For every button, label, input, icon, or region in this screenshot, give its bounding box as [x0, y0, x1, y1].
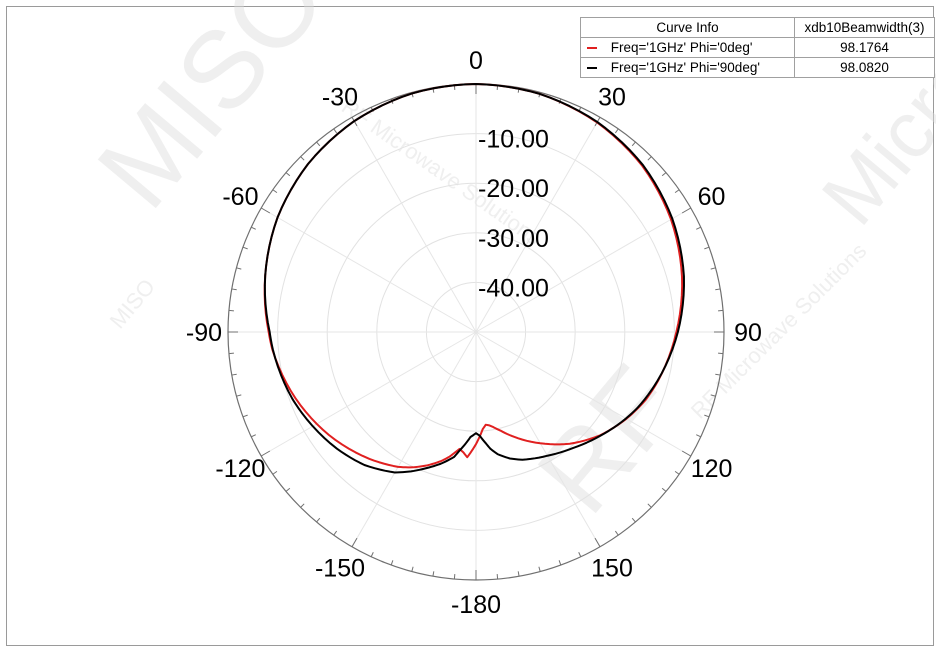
tick-mark [333, 128, 338, 134]
legend-row: Freq='1GHz' Phi='0deg' 98.1764 [580, 37, 935, 58]
tick-mark [316, 141, 321, 147]
radial-labels: -10.00 -20.00 -30.00 -40.00 [478, 126, 549, 303]
tick-mark [411, 566, 414, 572]
legend-swatch-black [587, 67, 597, 70]
legend-header-value: xdb10Beamwidth(3) [794, 17, 935, 38]
tick-mark [300, 156, 305, 161]
tick-mark [661, 172, 667, 177]
tick-mark [272, 189, 278, 194]
tick-mark [517, 571, 520, 577]
pattern-curves [263, 83, 685, 474]
tick-mark [704, 414, 710, 418]
tick-mark [704, 246, 710, 250]
radial-tick-label: -10.00 [478, 126, 549, 154]
tick-mark [710, 267, 716, 270]
legend-header-row: Curve Info xdb10Beamwidth(3) [580, 17, 935, 38]
tick-mark [674, 470, 680, 475]
angle-labels: 0 30 60 90 120 150 -180 -150 -120 -90 -60 -30 [186, 47, 762, 619]
tick-mark [260, 450, 271, 457]
tick-mark [715, 288, 721, 291]
angle-label: 0 [469, 47, 483, 75]
tick-mark [681, 207, 692, 214]
tick-mark [272, 470, 278, 475]
tick-mark [285, 487, 291, 492]
curve-info-legend: Curve Info xdb10Beamwidth(3) Freq='1GHz'… [580, 17, 935, 78]
legend-row: Freq='1GHz' Phi='90deg' 98.0820 [580, 57, 935, 78]
tick-mark [432, 571, 435, 577]
angle-ticks [228, 84, 724, 580]
tick-mark [538, 566, 541, 572]
grid-spoke [475, 331, 601, 548]
tick-mark [231, 288, 237, 291]
watermark-text: MISO [105, 274, 160, 333]
tick-mark [558, 560, 562, 566]
tick-mark [681, 450, 692, 457]
tick-mark [236, 394, 242, 397]
tick-mark [333, 530, 338, 536]
legend-header-name: Curve Info [580, 17, 795, 38]
grid-spoke [351, 331, 477, 548]
tick-mark [715, 373, 721, 376]
watermark-text: RF [514, 344, 702, 535]
tick-mark [285, 172, 291, 177]
tick-mark [710, 394, 716, 397]
grid-spoke [260, 331, 477, 457]
angle-label: 90 [734, 319, 762, 347]
angle-label: -150 [315, 555, 365, 583]
watermark-text: MISO [74, 0, 349, 230]
tick-mark [236, 267, 242, 270]
legend-row-name: Freq='1GHz' Phi='0deg' [610, 40, 753, 55]
tick-mark [251, 434, 256, 438]
grid-spoke [260, 207, 477, 333]
angle-label: 30 [598, 83, 626, 111]
legend-row-value: 98.1764 [794, 37, 935, 58]
legend-swatch-red [587, 47, 597, 50]
radial-tick-label: -40.00 [478, 274, 549, 302]
tick-mark [696, 434, 701, 438]
angle-label: 120 [691, 455, 733, 483]
tick-mark [231, 373, 237, 376]
tick-mark [242, 246, 248, 250]
plot-frame [6, 6, 934, 646]
tick-mark [631, 517, 636, 523]
angle-label: -120 [215, 455, 265, 483]
tick-mark [614, 530, 619, 536]
tick-mark [251, 226, 256, 230]
grid-spoke [475, 207, 692, 333]
tick-mark [300, 503, 305, 508]
radial-tick-label: -30.00 [478, 225, 549, 253]
tick-mark [661, 487, 667, 492]
tick-mark [647, 156, 652, 161]
series-phi-90deg [263, 83, 685, 474]
tick-mark [631, 141, 636, 147]
tick-mark [316, 517, 321, 523]
tick-mark [260, 207, 271, 214]
tick-mark [390, 560, 394, 566]
grid-spoke [351, 116, 477, 333]
angle-label: 150 [591, 555, 633, 583]
tick-mark [594, 537, 601, 548]
angle-label: -60 [222, 183, 258, 211]
grid-spoke [475, 331, 692, 457]
tick-mark [614, 128, 619, 134]
legend-row-name: Freq='1GHz' Phi='90deg' [610, 60, 760, 75]
angle-label: -30 [322, 83, 358, 111]
tick-mark [696, 226, 701, 230]
angle-label: 60 [698, 183, 726, 211]
legend-row-value: 98.0820 [794, 57, 935, 78]
grid-spoke [475, 116, 601, 333]
tick-mark [242, 414, 248, 418]
tick-mark [578, 552, 582, 557]
tick-mark [647, 503, 652, 508]
tick-mark [370, 552, 374, 557]
angle-label: -90 [186, 319, 222, 347]
angle-label: -180 [451, 591, 501, 619]
tick-mark [351, 537, 358, 548]
tick-mark [674, 189, 680, 194]
radial-tick-label: -20.00 [478, 175, 549, 203]
